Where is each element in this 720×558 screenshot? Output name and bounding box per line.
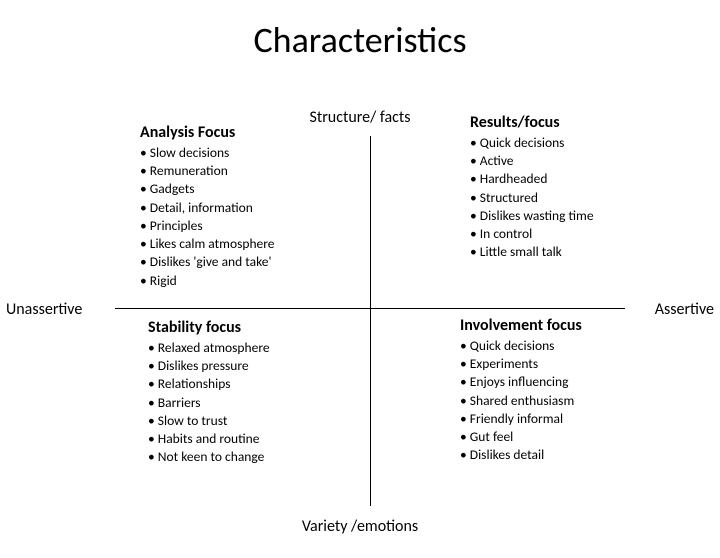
list-item: Dislikes wasting time (470, 207, 700, 225)
list-item: Slow to trust (148, 412, 378, 430)
list-item: Quick decisions (470, 134, 700, 152)
quadrant-title: Analysis Focus (140, 123, 370, 142)
list-item: Principles (140, 217, 370, 235)
list-item: Gadgets (140, 180, 370, 198)
list-item: Likes calm atmosphere (140, 235, 370, 253)
list-item: Slow decisions (140, 144, 370, 162)
page-title: Characteristics (0, 18, 720, 62)
list-item: Dislikes 'give and take' (140, 253, 370, 271)
axis-label-left: Unassertive (6, 300, 82, 319)
axis-label-bottom: Variety /emotions (0, 517, 720, 536)
list-item: Active (470, 152, 700, 170)
list-item: Rigid (140, 272, 370, 290)
quadrant-bottom-right: Involvement focus Quick decisionsExperim… (460, 316, 690, 465)
quadrant-title: Results/focus (470, 113, 700, 132)
list-item: Little small talk (470, 243, 700, 261)
list-item: Gut feel (460, 428, 690, 446)
list-item: Habits and routine (148, 430, 378, 448)
quadrant-bottom-left: Stability focus Relaxed atmosphereDislik… (148, 318, 378, 467)
list-item: Hardheaded (470, 170, 700, 188)
quadrant-list: Quick decisionsActiveHardheadedStructure… (470, 134, 700, 262)
quadrant-list: Slow decisionsRemunerationGadgetsDetail,… (140, 144, 370, 290)
list-item: Friendly informal (460, 410, 690, 428)
list-item: Remuneration (140, 162, 370, 180)
list-item: Shared enthusiasm (460, 392, 690, 410)
list-item: Quick decisions (460, 337, 690, 355)
quadrant-list: Relaxed atmosphereDislikes pressureRelat… (148, 339, 378, 467)
list-item: Detail, information (140, 199, 370, 217)
list-item: Experiments (460, 355, 690, 373)
list-item: Relationships (148, 375, 378, 393)
quadrant-list: Quick decisionsExperimentsEnjoys influen… (460, 337, 690, 465)
quadrant-title: Involvement focus (460, 316, 690, 335)
list-item: In control (470, 225, 700, 243)
quadrant-title: Stability focus (148, 318, 378, 337)
list-item: Not keen to change (148, 448, 378, 466)
list-item: Relaxed atmosphere (148, 339, 378, 357)
list-item: Enjoys influencing (460, 373, 690, 391)
list-item: Structured (470, 189, 700, 207)
list-item: Barriers (148, 394, 378, 412)
list-item: Dislikes pressure (148, 357, 378, 375)
list-item: Dislikes detail (460, 446, 690, 464)
quadrant-top-left: Analysis Focus Slow decisionsRemuneratio… (140, 123, 370, 290)
axis-line-horizontal (115, 308, 625, 309)
quadrant-top-right: Results/focus Quick decisionsActiveHardh… (470, 113, 700, 262)
